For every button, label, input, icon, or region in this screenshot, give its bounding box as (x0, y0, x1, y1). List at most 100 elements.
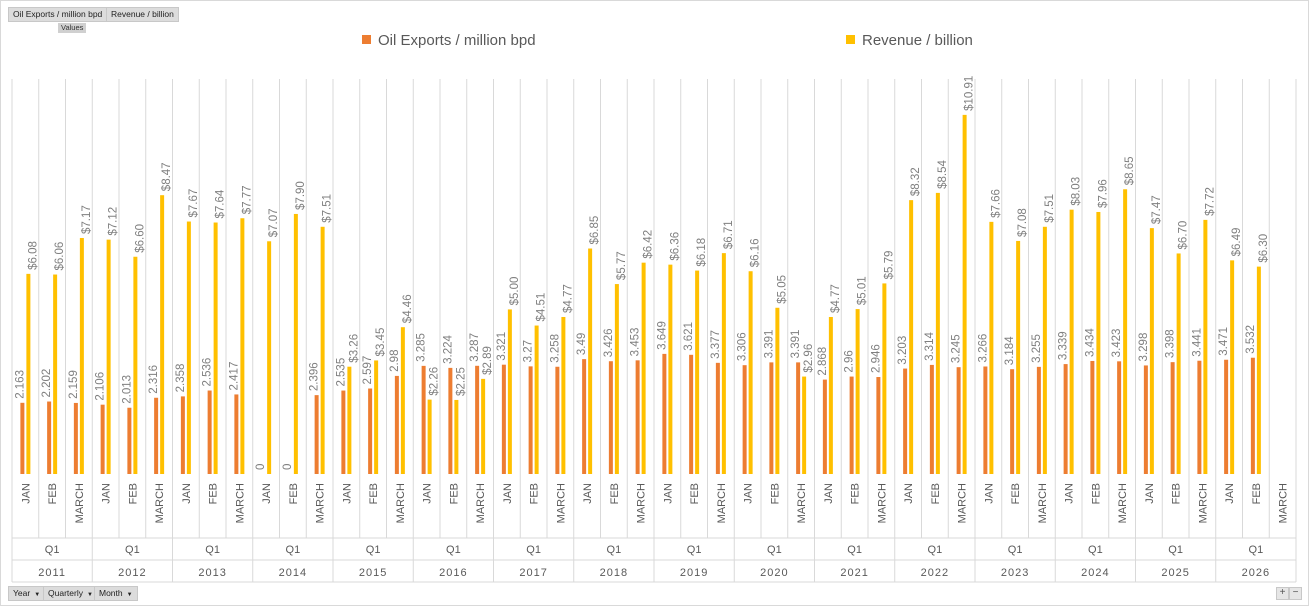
field-button-year[interactable]: Year ▼ (8, 586, 46, 601)
data-label: $7.08 (1017, 208, 1029, 237)
data-label: $6.71 (723, 220, 735, 249)
quarter-label: Q1 (687, 544, 702, 556)
quarter-label: Q1 (366, 544, 381, 556)
legend-swatch (846, 35, 855, 44)
data-label: $7.17 (81, 205, 93, 234)
data-label: 3.453 (630, 328, 642, 357)
quarter-label: Q1 (1088, 544, 1103, 556)
month-label: FEB (208, 483, 220, 504)
month-label: JAN (20, 483, 32, 504)
data-label: 3.426 (603, 328, 615, 357)
oil-exports-bar (341, 390, 346, 474)
year-label: 2013 (198, 567, 226, 579)
revenue-bar (721, 253, 726, 474)
field-button-month[interactable]: Month ▼ (94, 586, 138, 601)
revenue-bar (588, 248, 593, 474)
revenue-bar (1123, 189, 1128, 475)
oil-exports-bar (73, 402, 78, 474)
data-label: 3.245 (951, 334, 963, 363)
legend-swatch (362, 35, 371, 44)
data-label: $5.00 (509, 277, 521, 306)
quarter-label: Q1 (1168, 544, 1183, 556)
data-label: 2.202 (41, 369, 53, 398)
data-label: 0 (255, 464, 267, 470)
data-label: $3.26 (348, 334, 360, 363)
data-label: 3.649 (656, 321, 668, 350)
oil-exports-bar (421, 365, 426, 474)
field-button-revenue[interactable]: Revenue / billion (106, 7, 179, 22)
oil-exports-bar (1170, 362, 1175, 474)
data-label: $8.03 (1071, 177, 1083, 206)
data-label: 2.358 (175, 364, 187, 393)
month-label: MARCH (876, 483, 888, 523)
data-label: 3.391 (763, 330, 775, 359)
month-label: FEB (127, 483, 139, 504)
oil-exports-bar (234, 394, 239, 474)
month-label: MARCH (1197, 483, 1209, 523)
oil-exports-bar (796, 362, 801, 474)
data-label: 3.287 (469, 333, 481, 362)
quarter-label: Q1 (125, 544, 140, 556)
month-label: MARCH (234, 483, 246, 523)
data-label: 3.266 (977, 334, 989, 363)
revenue-bar (802, 376, 807, 474)
year-label: 2018 (600, 567, 628, 579)
oil-exports-bar (475, 365, 480, 474)
data-label: $3.45 (375, 328, 387, 357)
revenue-bar (561, 316, 566, 474)
oil-exports-bar (903, 368, 908, 474)
revenue-bar (26, 273, 31, 474)
year-label: 2026 (1242, 567, 1270, 579)
revenue-bar (507, 309, 512, 474)
month-label: FEB (1090, 483, 1102, 504)
data-label: 3.255 (1031, 334, 1043, 363)
data-label: 2.417 (228, 362, 240, 391)
oil-exports-bar (20, 402, 25, 474)
data-label: $2.25 (455, 367, 467, 396)
data-label: $6.36 (669, 232, 681, 261)
revenue-bar (775, 307, 780, 474)
revenue-bar (374, 360, 379, 474)
oil-exports-bar (956, 367, 961, 474)
oil-exports-bar (1117, 361, 1122, 474)
data-label: 2.316 (148, 365, 160, 394)
quarter-label: Q1 (286, 544, 301, 556)
revenue-bar (614, 284, 619, 474)
field-button-label: Year (13, 588, 31, 598)
expand-button[interactable]: + (1276, 587, 1289, 600)
data-label: 3.321 (496, 332, 508, 361)
data-label: $7.12 (108, 207, 120, 236)
oil-exports-bar (501, 364, 506, 474)
data-label: 2.013 (121, 375, 133, 404)
data-label: 2.96 (844, 350, 856, 372)
data-label: 3.314 (924, 332, 936, 361)
data-label: 3.258 (549, 334, 561, 363)
year-label: 2025 (1161, 567, 1189, 579)
month-label: FEB (1251, 483, 1263, 504)
quarter-label: Q1 (1249, 544, 1264, 556)
revenue-bar (668, 264, 673, 474)
data-label: $7.51 (1044, 194, 1056, 223)
month-label: JAN (1144, 483, 1156, 504)
revenue-bar (935, 192, 940, 474)
data-label: $6.06 (54, 242, 66, 271)
oil-exports-bar (180, 396, 185, 474)
collapse-button[interactable]: − (1289, 587, 1302, 600)
data-label: $8.54 (937, 160, 949, 189)
revenue-bar (79, 237, 84, 474)
revenue-bar (133, 256, 138, 474)
data-label: 3.285 (416, 333, 428, 362)
data-label: 3.621 (683, 322, 695, 351)
oil-exports-bar (555, 366, 560, 474)
year-label: 2014 (279, 567, 307, 579)
revenue-bar (1176, 253, 1181, 474)
field-button-quarterly[interactable]: Quarterly ▼ (43, 586, 98, 601)
oil-exports-bar (822, 379, 827, 474)
year-label: 2024 (1081, 567, 1109, 579)
field-button-oil-exports[interactable]: Oil Exports / million bpd (8, 7, 108, 22)
data-label: $4.77 (562, 284, 574, 313)
month-label: JAN (903, 483, 915, 504)
revenue-bar (748, 271, 753, 474)
month-label: FEB (769, 483, 781, 504)
data-label: 2.159 (68, 370, 80, 399)
